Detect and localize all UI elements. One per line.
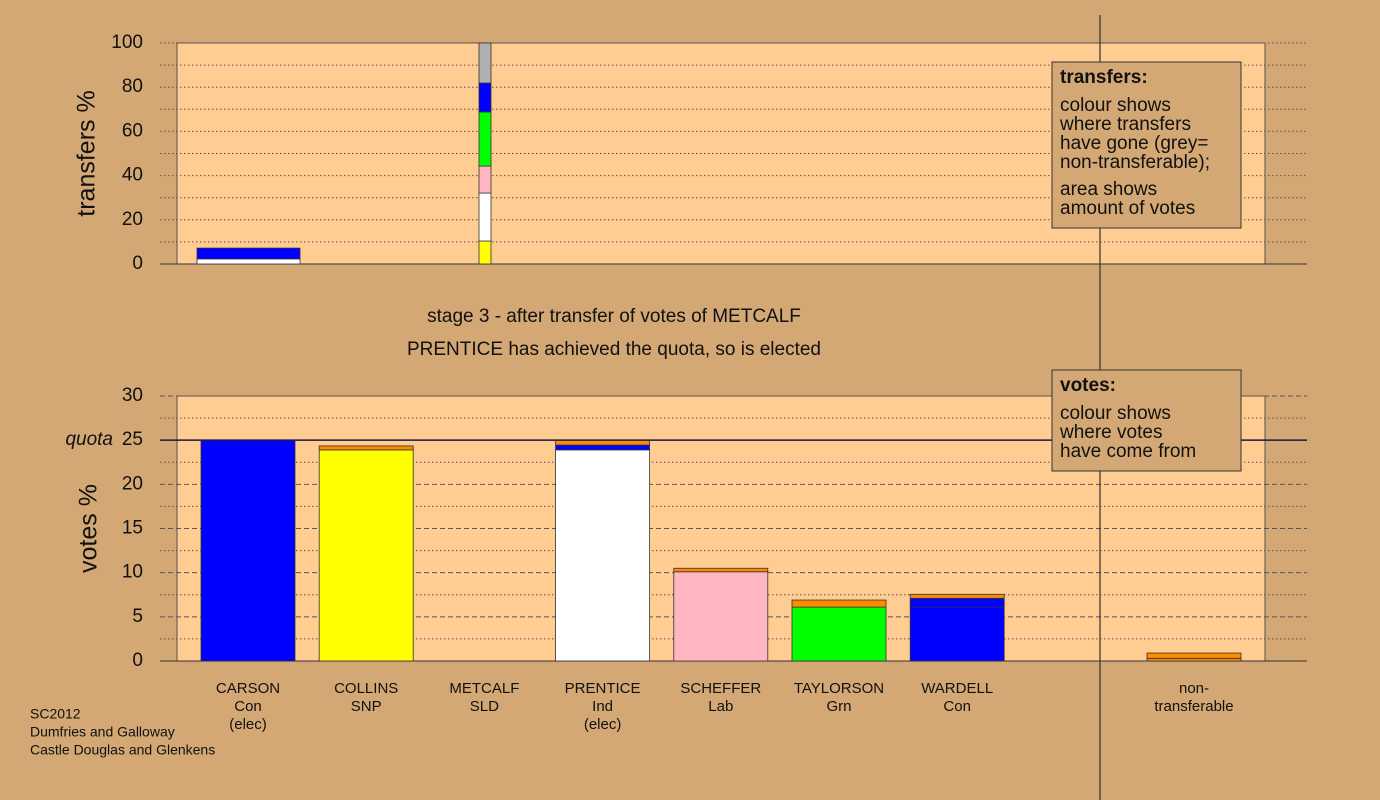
bar-segment (1146, 652, 1242, 659)
y-axis-label: votes % (75, 484, 103, 573)
bar-segment (318, 449, 414, 662)
bar-segment (478, 240, 492, 265)
legend-text: amount of votes (1060, 198, 1195, 219)
footer-text: Dumfries and Galloway (30, 724, 175, 740)
x-tick-label: non- (1179, 680, 1209, 697)
bar-segment (478, 82, 492, 113)
bar-segment (555, 444, 650, 451)
y-tick-label: 30 (122, 385, 143, 406)
x-tick-label: SLD (470, 698, 499, 715)
y-tick-label: 100 (111, 32, 143, 53)
y-tick-label: 0 (132, 650, 143, 671)
bar-segment (200, 439, 296, 662)
bar-segment (909, 597, 1005, 608)
x-tick-label: Grn (826, 698, 851, 715)
bar-segment (478, 111, 492, 167)
legend-title: votes: (1060, 375, 1116, 396)
bar-segment (555, 449, 650, 662)
y-tick-label: 5 (132, 606, 143, 627)
y-tick-label: 60 (122, 120, 143, 141)
y-tick-label: 40 (122, 165, 143, 186)
bar-segment (196, 258, 301, 265)
bar-segment (478, 42, 492, 84)
y-axis-label: transfers % (73, 90, 101, 216)
footer-text: SC2012 (30, 706, 81, 722)
legend-text: have come from (1060, 441, 1196, 462)
x-tick-label: Con (943, 698, 971, 715)
bar-segment (909, 593, 1005, 599)
legend-text: colour shows (1060, 403, 1171, 424)
bar-segment (673, 571, 769, 662)
bar-segment (318, 445, 414, 451)
chart-subtitle: PRENTICE has achieved the quota, so is e… (407, 339, 821, 360)
x-tick-label: Con (234, 698, 262, 715)
legend-text: area shows (1060, 179, 1157, 200)
y-tick-label: 25 (122, 429, 143, 450)
legend-text: where transfers (1059, 114, 1191, 135)
bar-segment (196, 247, 301, 260)
x-tick-label: Lab (708, 698, 733, 715)
bar-segment (478, 192, 492, 242)
x-tick-label: Ind (592, 698, 613, 715)
x-tick-label: TAYLORSON (794, 680, 884, 697)
legend-box (1051, 369, 1242, 472)
quota-label: quota (65, 429, 113, 450)
footer-text: Castle Douglas and Glenkens (30, 742, 215, 758)
legend-title: transfers: (1060, 67, 1148, 88)
x-tick-label: SNP (351, 698, 382, 715)
bar-segment (909, 606, 1005, 662)
bar-segment (791, 606, 887, 662)
bar-segment (478, 165, 492, 194)
legend-text: non-transferable); (1060, 152, 1210, 173)
x-tick-label: CARSON (216, 680, 280, 697)
legend-text: have gone (grey= (1060, 133, 1208, 154)
y-tick-label: 0 (132, 253, 143, 274)
x-tick-label: METCALF (449, 680, 519, 697)
x-tick-label: transferable (1154, 698, 1233, 715)
y-tick-label: 10 (122, 562, 143, 583)
x-tick-label: SCHEFFER (680, 680, 761, 697)
x-tick-label: (elec) (584, 716, 622, 733)
y-tick-label: 15 (122, 518, 143, 539)
bar-segment (791, 599, 887, 608)
x-tick-label: (elec) (229, 716, 267, 733)
legend-box (1051, 61, 1242, 229)
x-tick-label: PRENTICE (565, 680, 641, 697)
y-tick-label: 80 (122, 76, 143, 97)
x-tick-label: WARDELL (921, 680, 993, 697)
bar-segment (673, 567, 769, 573)
y-tick-label: 20 (122, 209, 143, 230)
x-tick-label: COLLINS (334, 680, 398, 697)
y-tick-label: 20 (122, 473, 143, 494)
legend-text: where votes (1059, 422, 1162, 443)
legend-text: colour shows (1060, 95, 1171, 116)
chart-title: stage 3 - after transfer of votes of MET… (427, 306, 801, 327)
